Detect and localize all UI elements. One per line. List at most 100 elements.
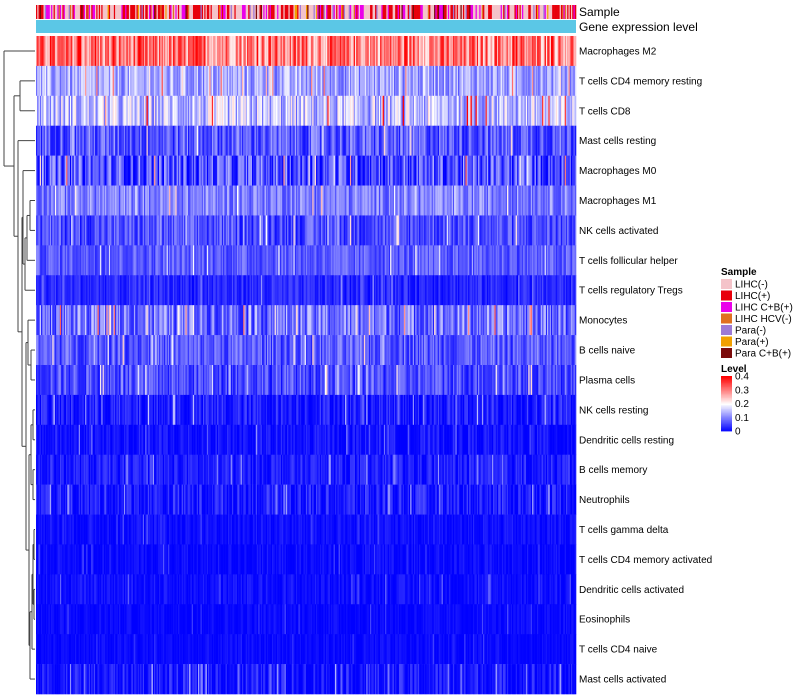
heatmap-cell [240, 36, 243, 67]
heatmap-cell [308, 65, 311, 97]
sample-annotation-cell [234, 5, 236, 19]
heatmap-cell [431, 36, 434, 67]
heatmap-cell [446, 36, 449, 67]
heatmap-cell [361, 36, 363, 67]
sample-annotation-cell [446, 5, 449, 19]
sample-annotation-cell [198, 5, 200, 19]
heatmap-cell [90, 36, 92, 67]
sample-annotation-cell [351, 5, 353, 19]
heatmap-cell [78, 65, 81, 97]
sample-annotation-cell [354, 5, 357, 19]
sample-annotation-cell [273, 5, 275, 19]
sample-annotation-cell [410, 5, 412, 19]
heatmap-cell [159, 65, 161, 97]
heatmap-cell [401, 36, 403, 67]
heatmap-cell [199, 36, 201, 67]
heatmap-cell [333, 36, 336, 67]
heatmap-cell [490, 36, 493, 67]
heatmap-cell [253, 36, 255, 67]
heatmap-cell [68, 36, 71, 67]
heatmap-cell [160, 65, 162, 97]
sample-annotation-cell [527, 5, 529, 19]
sample-annotation-cell [199, 5, 201, 19]
heatmap-cell [179, 36, 181, 67]
heatmap-cell [56, 36, 58, 67]
sample-annotation-cell [317, 5, 319, 19]
sample-annotation-cell [49, 5, 52, 19]
heatmap-cell [525, 36, 528, 67]
sample-annotation-cell [451, 5, 454, 19]
sample-annotation-cell [294, 5, 297, 19]
heatmap-cell [53, 65, 56, 97]
heatmap-cell [53, 36, 56, 67]
sample-annotation-cell [422, 5, 425, 19]
heatmap-cell [353, 36, 356, 67]
sample-annotation-cell [501, 5, 504, 19]
heatmap-cell [553, 36, 555, 67]
heatmap-cell [295, 36, 298, 67]
sample-annotation-cell [513, 5, 515, 19]
heatmap-cell [67, 36, 69, 67]
sample-annotation-cell [172, 5, 175, 19]
sample-annotation-cell [316, 5, 318, 19]
sample-annotation-cell [540, 5, 543, 19]
heatmap-cell [470, 36, 473, 67]
heatmap-cell [175, 36, 177, 67]
sample-annotation-cell [553, 5, 555, 19]
heatmap-cell [535, 36, 538, 67]
heatmap-cell [155, 65, 157, 97]
heatmap-cell [264, 65, 267, 97]
heatmap-cell [434, 36, 436, 67]
heatmap-cell [92, 65, 95, 97]
sample-annotation-cell [39, 5, 42, 19]
heatmap-cell [444, 36, 446, 67]
sample-annotation-cell [518, 5, 520, 19]
sample-annotation-cell [416, 5, 419, 19]
heatmap-cell [71, 65, 73, 97]
heatmap-cell [172, 65, 175, 97]
heatmap-cell [299, 65, 302, 97]
heatmap-cell [145, 65, 147, 97]
sample-annotation-cell [390, 5, 392, 19]
heatmap-cell [107, 65, 110, 97]
heatmap-cell [371, 36, 373, 67]
sample-annotation-cell [245, 5, 248, 19]
heatmap-cell [229, 65, 231, 97]
sample-annotation-cell [149, 5, 151, 19]
heatmap-cell [445, 36, 447, 67]
heatmap-cell [293, 65, 295, 97]
heatmap-cell [285, 65, 288, 97]
sample-annotation-cell [147, 5, 150, 19]
sample-annotation-cell [455, 5, 457, 19]
heatmap-cell [265, 36, 268, 67]
heatmap-cell [97, 65, 100, 97]
heatmap-cell [390, 36, 392, 67]
heatmap-cell [140, 65, 142, 97]
heatmap-cell [495, 36, 498, 67]
sample-annotation-cell [299, 5, 302, 19]
heatmap-cell [59, 65, 62, 97]
sample-annotation-cell [76, 5, 78, 19]
heatmap-cell [522, 36, 524, 67]
heatmap-cell [52, 36, 54, 67]
heatmap-cell [42, 36, 44, 67]
heatmap-cell [560, 36, 563, 67]
heatmap-cell [176, 36, 179, 67]
sample-annotation-cell [264, 5, 267, 19]
sample-annotation-cell [257, 5, 259, 19]
sample-annotation-cell [375, 5, 377, 19]
sample-annotation-cell [275, 5, 278, 19]
heatmap-cell [268, 36, 270, 67]
heatmap-cell [97, 36, 100, 67]
heatmap-cell [228, 36, 230, 67]
sample-annotation-cell [568, 5, 571, 19]
sample-annotation-cell [182, 5, 185, 19]
heatmap-cell [98, 36, 101, 67]
sample-annotation-cell [311, 5, 313, 19]
heatmap-cell [195, 36, 198, 67]
heatmap-cell [289, 65, 292, 97]
heatmap-cell [483, 36, 485, 67]
heatmap-cell [537, 36, 539, 67]
heatmap-cell [125, 65, 127, 97]
heatmap-cell [543, 36, 545, 67]
